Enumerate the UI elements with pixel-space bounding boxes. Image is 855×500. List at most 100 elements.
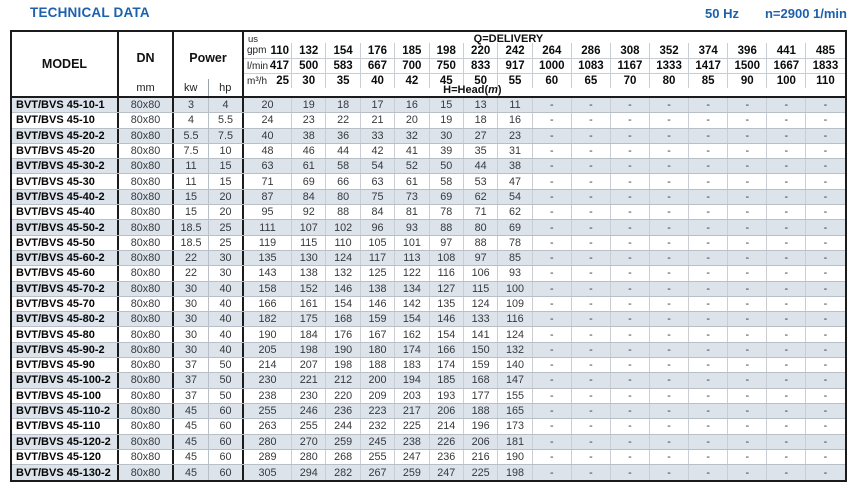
head-cell: - — [531, 281, 571, 296]
model-cell: BVT/BVS 45-20-2 — [12, 128, 119, 143]
table-row: BVT/BVS 45-20-2 80x80 5.5 7.5 40 38 36 33 32 30 27… — [12, 128, 845, 144]
head-cell: 220 — [325, 388, 359, 403]
head-cell: 198 — [291, 342, 325, 358]
head-cell: 105 — [359, 235, 394, 250]
head-cell: 198 — [325, 358, 359, 373]
head-cell: 214 — [428, 419, 463, 434]
dn-cell: 80x80 — [119, 327, 174, 342]
head-cell: - — [649, 419, 688, 434]
delivery-value: 80 — [649, 74, 688, 88]
head-cell: 289 — [258, 450, 277, 463]
head-cell: 31 — [497, 143, 531, 159]
kw-cell: 30 — [174, 281, 209, 296]
head-cell: - — [727, 403, 766, 419]
head-cell: 124 — [497, 327, 531, 342]
delivery-value: 90 — [727, 74, 766, 88]
head-cell: - — [805, 235, 844, 250]
head-cell: 165 — [497, 403, 531, 419]
kw-cell: 45 — [174, 419, 209, 434]
head-cell: 93 — [394, 220, 428, 235]
delivery-value: 100 — [766, 74, 805, 88]
head-cell: 206 — [462, 434, 497, 449]
head-cell: 63 — [261, 160, 274, 173]
head-cell: - — [688, 174, 727, 189]
delivery-value: 154 — [325, 43, 359, 58]
head-cell: - — [766, 113, 805, 128]
head-cell: - — [649, 113, 688, 128]
head-cell: 190 — [497, 449, 531, 465]
hp-cell: 40 — [209, 342, 244, 358]
head-cell: - — [766, 449, 805, 465]
delivery-header: Q=DELIVERY us gpm 110 132 154 176 185 198 220 24… — [244, 32, 845, 96]
head-cell: 245 — [359, 434, 394, 449]
head-cell: 73 — [394, 189, 428, 205]
head-cell: 214 — [258, 359, 277, 372]
head-cell: - — [531, 403, 571, 419]
head-cell: - — [649, 189, 688, 205]
head-cell: 88 — [462, 235, 497, 250]
table-row: BVT/BVS 45-120-2 80x80 45 60 280 270 259 245 238… — [12, 434, 845, 450]
dn-cell: 80x80 — [119, 296, 174, 312]
head-cell: 44 — [462, 159, 497, 174]
head-cell: - — [805, 449, 844, 465]
head-cell: - — [688, 113, 727, 128]
delivery-value: 500 — [291, 59, 325, 73]
hp-cell: 60 — [209, 403, 244, 419]
head-cell: 117 — [359, 250, 394, 266]
head-cell: 18 — [462, 113, 497, 128]
head-cell: 280 — [258, 435, 277, 448]
delivery-value: 60 — [531, 74, 571, 88]
head-cell: 113 — [394, 250, 428, 266]
head-cell: - — [727, 465, 766, 481]
head-cell: 20 — [394, 113, 428, 128]
head-cell: - — [649, 388, 688, 403]
dn-cell: 80x80 — [119, 465, 174, 481]
head-cell: - — [766, 281, 805, 296]
head-cell: - — [649, 205, 688, 220]
head-cell: - — [531, 205, 571, 220]
head-cell: - — [570, 98, 610, 113]
head-cell: - — [805, 403, 844, 419]
head-cell: 53 — [462, 174, 497, 189]
delivery-value: 1500 — [727, 59, 766, 73]
delivery-value: 1000 — [531, 59, 571, 73]
head-cell: - — [805, 342, 844, 358]
kw-cell: 18.5 — [174, 220, 209, 235]
head-cell: - — [531, 98, 571, 113]
head-cell: - — [609, 128, 649, 143]
head-cell: 150 — [462, 342, 497, 358]
kw-cell: 22 — [174, 250, 209, 266]
head-cell: 66 — [325, 174, 359, 189]
delivery-value: 1083 — [570, 59, 610, 73]
head-cell: 159 — [359, 312, 394, 327]
head-cell: - — [649, 342, 688, 358]
delivery-value: 286 — [570, 43, 610, 58]
delivery-value: 1667 — [766, 59, 805, 73]
head-cell: - — [688, 296, 727, 312]
head-cell: - — [727, 159, 766, 174]
head-cell: 23 — [497, 128, 531, 143]
head-cell: - — [805, 98, 844, 113]
kw-cell: 7.5 — [174, 143, 209, 159]
head-cell: - — [727, 388, 766, 403]
head-cell: - — [727, 174, 766, 189]
head-cell: - — [531, 449, 571, 465]
head-cell: - — [609, 205, 649, 220]
head-cell: 19 — [428, 113, 463, 128]
head-cell: - — [531, 189, 571, 205]
hp-cell: 60 — [209, 434, 244, 449]
model-cell: BVT/BVS 45-90-2 — [12, 342, 119, 358]
head-cell: - — [609, 281, 649, 296]
head-cell: 16 — [497, 113, 531, 128]
head-cell: - — [688, 266, 727, 281]
head-cell: 80 — [462, 220, 497, 235]
delivery-value: 70 — [609, 74, 649, 88]
power-unit-kw: kw — [184, 82, 198, 94]
head-cell: - — [649, 358, 688, 373]
page-title: TECHNICAL DATA — [30, 5, 150, 20]
delivery-value: 374 — [688, 43, 727, 58]
head-cell: - — [766, 465, 805, 481]
head-cell: 115 — [291, 235, 325, 250]
kw-cell: 30 — [174, 327, 209, 342]
delivery-value: 583 — [325, 59, 359, 73]
